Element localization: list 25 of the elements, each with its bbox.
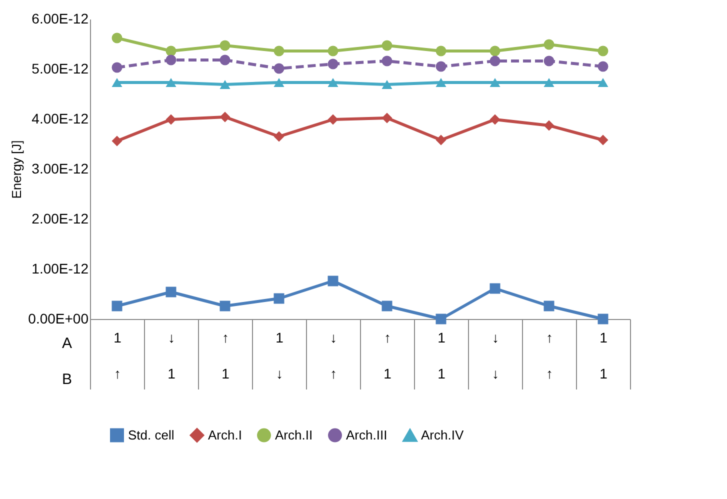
y-tick-label: 0.00E+00 <box>28 310 89 326</box>
legend-label: Arch.IV <box>421 428 464 443</box>
category-label: ↓ ↓ <box>492 330 499 382</box>
y-tick-label: 4.00E-12 <box>32 110 89 126</box>
category-label: 1 1 <box>600 330 608 382</box>
category-label: 1 ↑ <box>114 330 122 382</box>
category-label: ↑ ↑ <box>546 330 553 382</box>
legend-label: Std. cell <box>128 427 174 442</box>
category-label: 1 1 <box>438 330 446 382</box>
legend-label: Arch.I <box>208 427 242 442</box>
y-tick-label: 6.00E-12 <box>32 10 89 26</box>
y-axis-title: Energy [J] <box>9 140 24 199</box>
y-tick-label: 2.00E-12 <box>32 210 89 226</box>
legend-label: Arch.II <box>275 427 313 442</box>
text: B <box>62 371 72 388</box>
legend-label: Arch.III <box>346 427 388 442</box>
category-label: ↑ 1 <box>222 330 230 382</box>
y-tick-label: 5.00E-12 <box>32 60 89 76</box>
y-tick-label: 1.00E-12 <box>32 260 89 276</box>
category-label: 1 ↓ <box>276 330 284 382</box>
category-label: ↑ 1 <box>384 330 392 382</box>
text: A <box>62 335 72 352</box>
category-label: ↓ 1 <box>168 330 176 382</box>
category-label: ↓ ↑ <box>330 330 337 382</box>
y-tick-label: 3.00E-12 <box>32 160 89 176</box>
